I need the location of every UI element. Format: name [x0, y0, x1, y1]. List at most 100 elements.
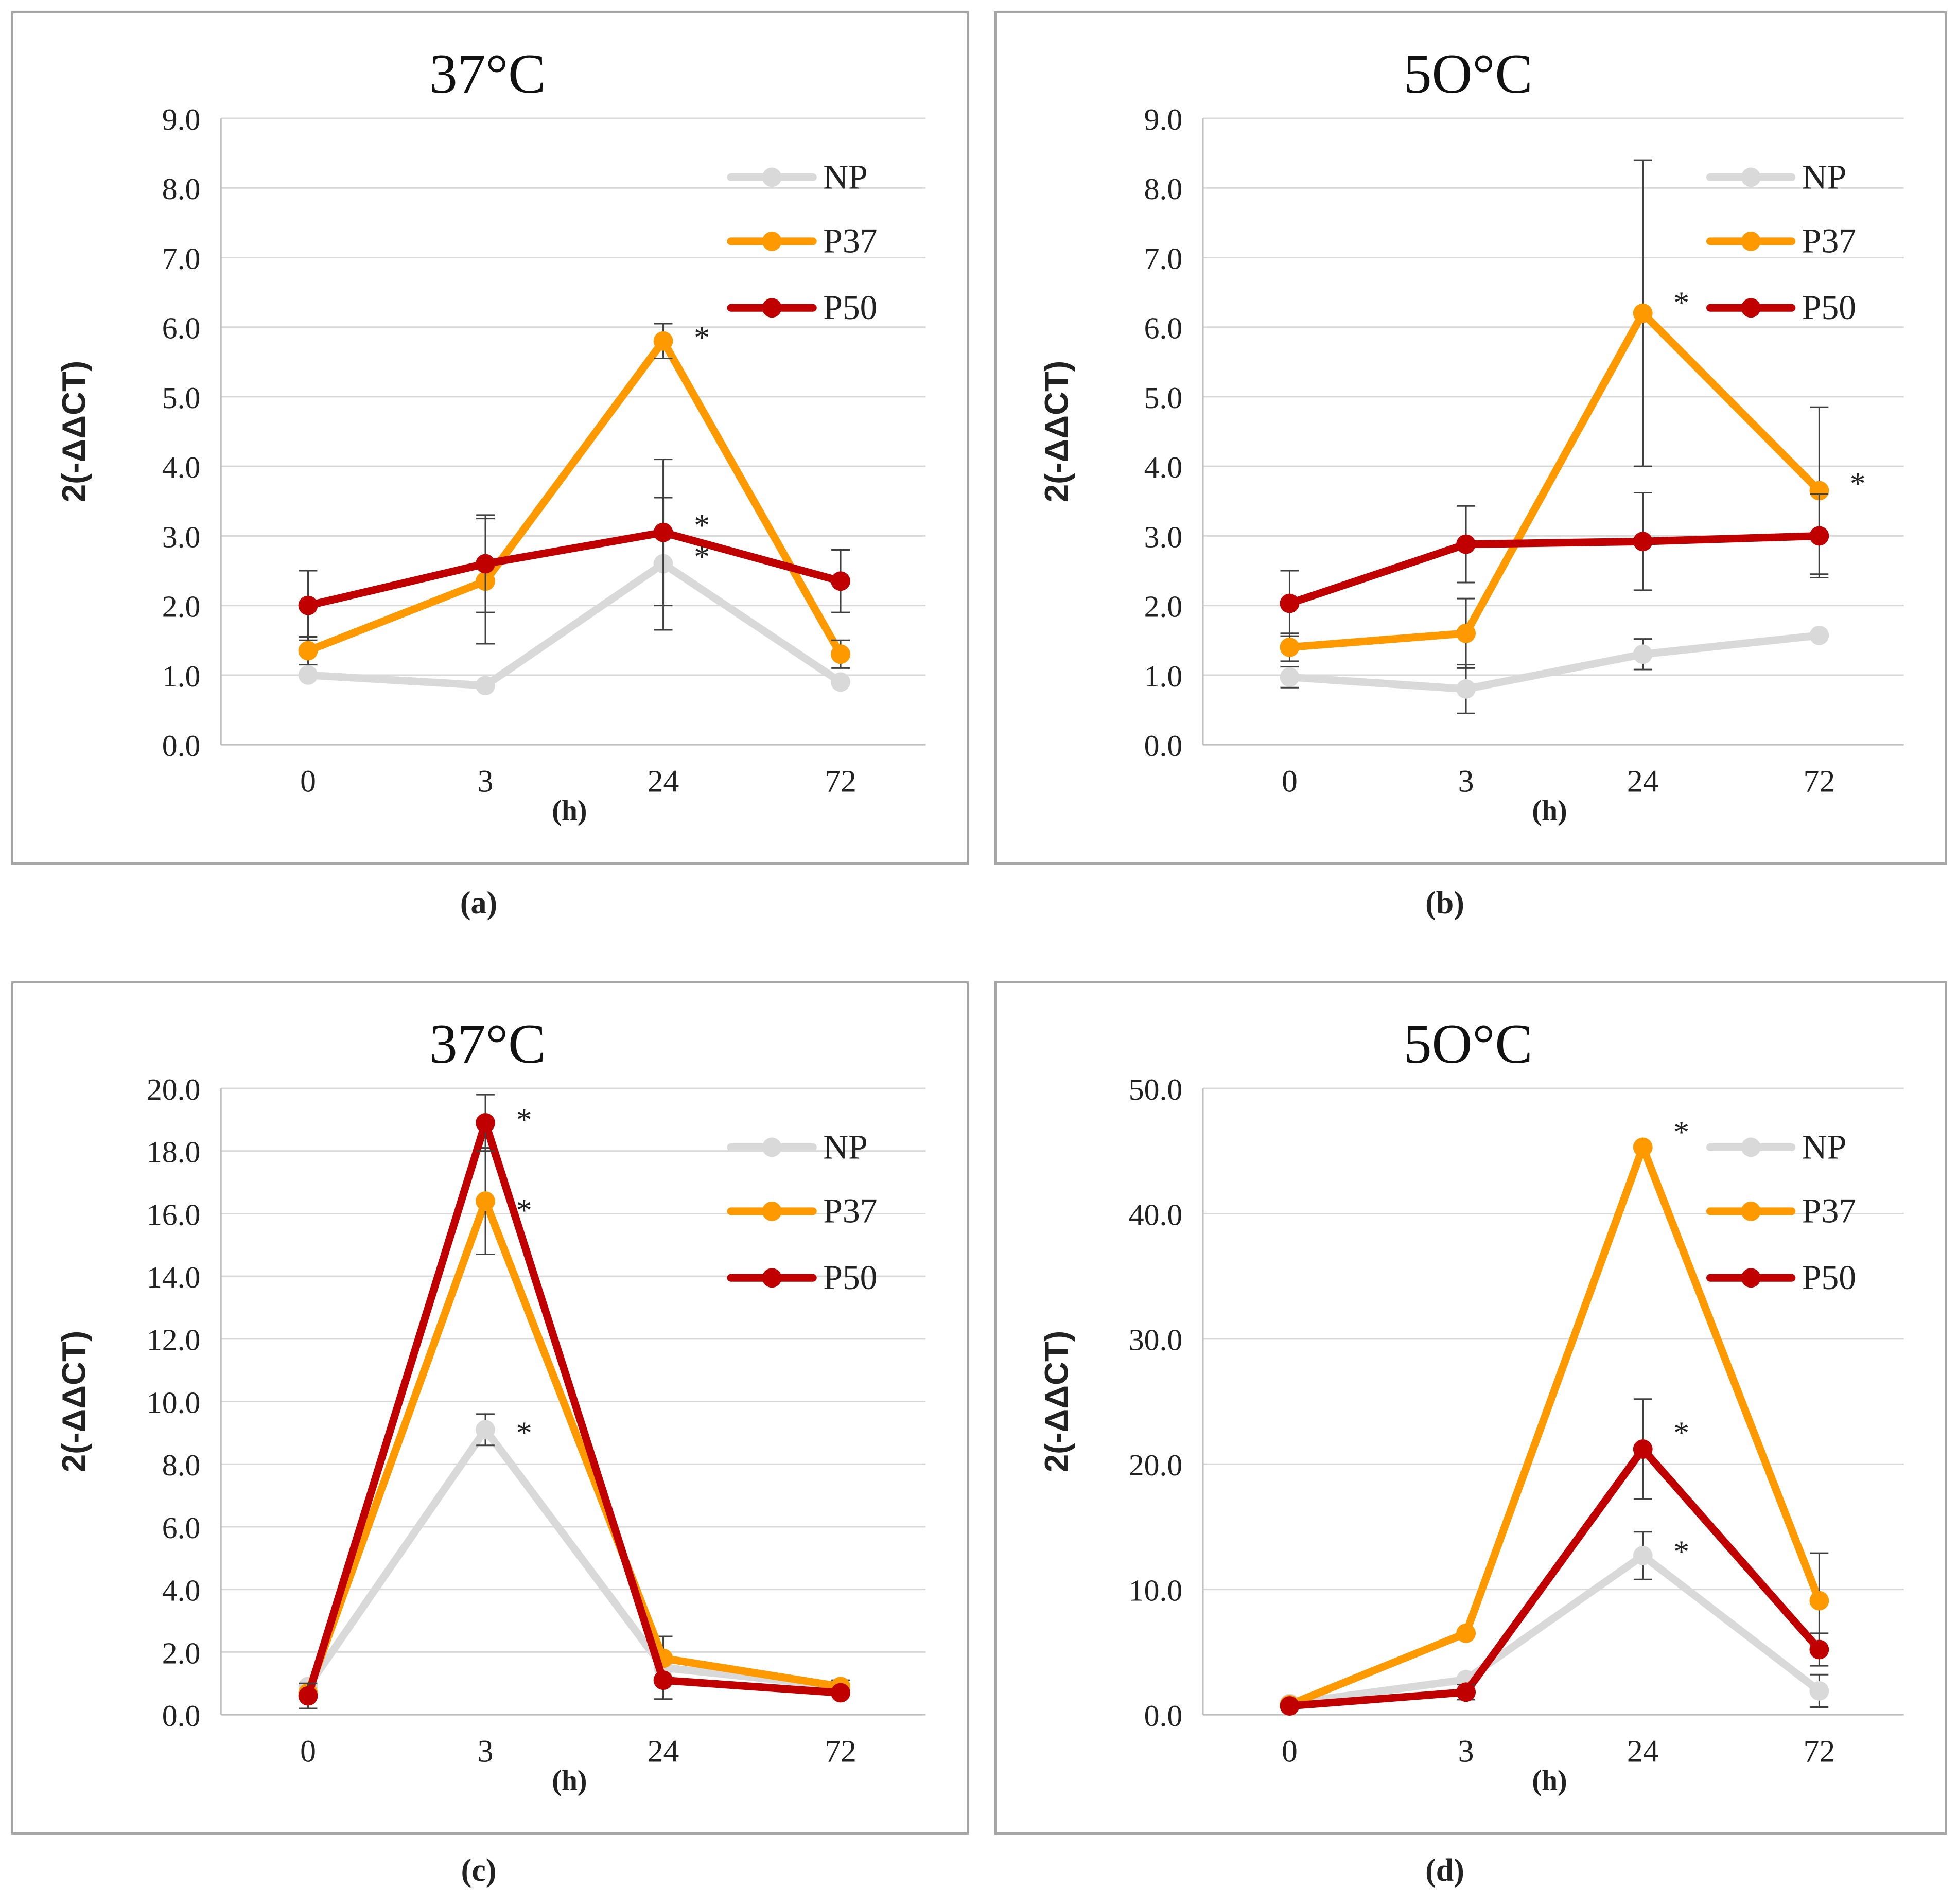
chart-svg-d: 0.0 10.0 20.0 30.0 40.0 50.0 0 3 24 72 (h) 5O°C 2(-Δ… — [1039, 1012, 1904, 1796]
legend-marker-P37 — [1741, 1201, 1761, 1221]
chart-panel-d: 0.0 10.0 20.0 30.0 40.0 50.0 0 3 24 72 (h) 5O°C 2(-Δ… — [994, 981, 1947, 1835]
legend-marker-NP — [762, 167, 782, 187]
y-tick-label: 1.0 — [1144, 659, 1183, 693]
series-line-P37 — [304, 1197, 845, 1697]
y-axis-label: 2(-ΔΔCT) — [56, 361, 92, 502]
data-point-P37 — [298, 641, 318, 661]
y-tick-label: 9.0 — [1144, 102, 1183, 136]
x-tick-label: 3 — [478, 1734, 494, 1769]
y-tick-label: 20.0 — [1129, 1448, 1183, 1482]
y-tick-label: 14.0 — [147, 1260, 201, 1294]
y-tick-label: 4.0 — [162, 1574, 201, 1608]
data-point-P50 — [476, 554, 495, 574]
legend-label-NP: NP — [823, 1127, 868, 1166]
y-tick-label: 16.0 — [147, 1197, 201, 1231]
y-tick-label: 7.0 — [1144, 241, 1183, 275]
series-line-P50 — [1285, 1445, 1823, 1710]
panel-caption-d: (d) — [1425, 1853, 1464, 1888]
panel-caption-c: (c) — [461, 1853, 497, 1888]
chart-title: 37°C — [429, 42, 546, 105]
y-tick-label: 50.0 — [1129, 1072, 1183, 1106]
y-tick-label: 10.0 — [1129, 1574, 1183, 1608]
significance-asterisk: * — [516, 1193, 532, 1228]
legend-label-NP: NP — [823, 157, 868, 196]
data-point-P37 — [1456, 1623, 1476, 1643]
x-tick-label: 72 — [825, 764, 856, 799]
series-line-NP — [304, 560, 845, 690]
legend-label-P50: P50 — [823, 288, 877, 327]
chart-title: 5O°C — [1404, 1012, 1533, 1075]
x-tick-label: 3 — [1458, 1734, 1474, 1769]
x-tick-label: 3 — [478, 764, 494, 799]
chart-panel-b: 0.0 1.0 2.0 3.0 4.0 5.0 6.0 7.0 8.0 9.0 0 3 24 72 (h) 5… — [994, 11, 1947, 865]
data-point-P50 — [1809, 1639, 1829, 1660]
x-tick-label: 72 — [1804, 1734, 1835, 1769]
data-point-NP — [831, 672, 850, 692]
x-tick-label: 72 — [825, 1734, 856, 1769]
y-tick-label: 3.0 — [1144, 520, 1183, 554]
x-tick-label: 0 — [300, 1734, 316, 1769]
legend-label-P37: P37 — [1802, 222, 1856, 260]
data-point-P37 — [1280, 637, 1300, 657]
significance-asterisk: * — [516, 1102, 532, 1137]
data-point-P50 — [1809, 526, 1829, 546]
data-point-P50 — [1280, 1696, 1300, 1716]
series-line-P37 — [1285, 1143, 1823, 1709]
y-tick-label: 4.0 — [1144, 450, 1183, 484]
significance-asterisk: * — [1673, 1535, 1689, 1570]
legend-label-P50: P50 — [823, 1258, 877, 1297]
legend-label-P50: P50 — [1802, 1258, 1856, 1297]
y-tick-label: 40.0 — [1129, 1197, 1183, 1231]
significance-asterisk: * — [694, 320, 710, 355]
data-point-P50 — [1633, 532, 1653, 552]
data-point-NP — [476, 1420, 495, 1440]
y-tick-label: 0.0 — [162, 1699, 201, 1733]
data-point-P37 — [1456, 623, 1476, 643]
data-point-P37 — [1809, 481, 1829, 501]
data-point-P37 — [831, 644, 850, 664]
x-tick-label: 0 — [1282, 764, 1298, 799]
y-tick-label: 18.0 — [147, 1135, 201, 1169]
data-point-P37 — [1633, 1137, 1653, 1157]
significance-asterisk: * — [516, 1415, 532, 1450]
y-tick-label: 5.0 — [162, 381, 201, 415]
data-point-P50 — [1280, 593, 1300, 613]
data-point-P50 — [653, 1670, 673, 1690]
legend-marker-P50 — [1741, 1268, 1761, 1288]
y-axis-label: 2(-ΔΔCT) — [56, 1331, 92, 1472]
significance-asterisk: * — [1673, 1415, 1689, 1450]
chart-panel-c: 0.0 2.0 4.0 6.0 8.0 10.0 12.0 14.0 16.0 18.0 20.0 0… — [11, 981, 969, 1835]
series-line-NP — [1285, 1552, 1823, 1707]
data-point-P50 — [831, 1683, 850, 1703]
series-line-P50 — [304, 1119, 845, 1700]
data-point-P50 — [653, 522, 673, 542]
data-point-NP — [1456, 679, 1476, 699]
legend-marker-P37 — [762, 231, 782, 251]
x-tick-label: 24 — [648, 1734, 679, 1769]
chart-svg-c: 0.0 2.0 4.0 6.0 8.0 10.0 12.0 14.0 16.0 18.0 20.0 0… — [56, 1012, 926, 1796]
legend-label-P37: P37 — [823, 1192, 877, 1230]
significance-asterisk: * — [1850, 466, 1866, 501]
data-point-NP — [1809, 1681, 1829, 1701]
x-axis-label: (h) — [1532, 1765, 1567, 1796]
series-line-NP — [304, 1425, 845, 1690]
legend-label-NP: NP — [1802, 157, 1847, 196]
chart-svg-b: 0.0 1.0 2.0 3.0 4.0 5.0 6.0 7.0 8.0 9.0 0 3 24 72 (h) 5… — [1039, 42, 1904, 826]
significance-asterisk: * — [694, 539, 710, 574]
y-tick-label: 12.0 — [147, 1323, 201, 1357]
data-point-NP — [1633, 644, 1653, 664]
panel-caption-a: (a) — [460, 886, 498, 921]
chart-svg-a: 0.0 1.0 2.0 3.0 4.0 5.0 6.0 7.0 8.0 9.0 0 3 24 72 (h) 3… — [56, 42, 926, 826]
x-tick-label: 24 — [1627, 1734, 1659, 1769]
y-tick-label: 3.0 — [162, 520, 201, 554]
legend-label-NP: NP — [1802, 1127, 1847, 1166]
data-point-P50 — [1456, 534, 1476, 554]
data-point-P50 — [298, 1686, 318, 1706]
y-tick-label: 0.0 — [1144, 1699, 1183, 1733]
legend-marker-NP — [762, 1137, 782, 1157]
data-point-NP — [476, 676, 495, 696]
y-tick-label: 6.0 — [162, 1511, 201, 1545]
y-tick-label: 9.0 — [162, 102, 201, 136]
legend-marker-NP — [1741, 167, 1761, 187]
y-axis-label: 2(-ΔΔCT) — [1039, 361, 1075, 502]
